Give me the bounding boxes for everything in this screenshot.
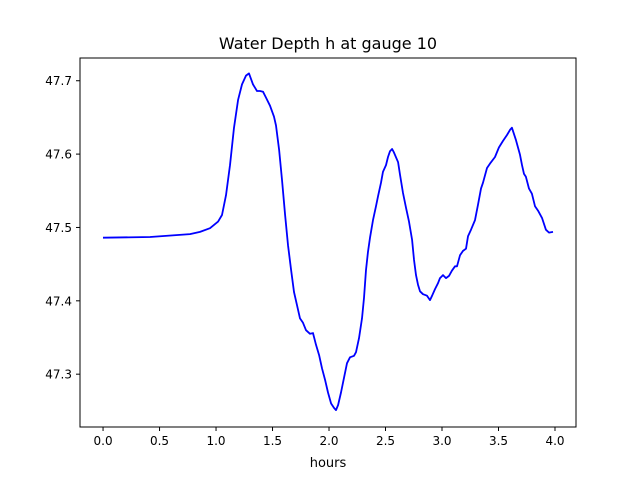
x-tick-label: 1.0 (206, 434, 225, 448)
y-tick-label: 47.3 (45, 368, 72, 382)
x-tick-label: 1.5 (263, 434, 282, 448)
y-tick-label: 47.6 (45, 148, 72, 162)
series-line-h (102, 72, 554, 411)
x-tick-label: 0.5 (150, 434, 169, 448)
x-axis-label: hours (310, 456, 347, 471)
y-tick-label: 47.4 (45, 294, 72, 308)
x-tick-label: 2.0 (319, 434, 338, 448)
x-tick-label: 4.0 (545, 434, 564, 448)
axes-frame (79, 57, 577, 428)
x-tick-label: 2.5 (376, 434, 395, 448)
y-tick-label: 47.7 (45, 74, 72, 88)
x-tick-label: 3.5 (489, 434, 508, 448)
y-tick-label: 47.5 (45, 221, 72, 235)
y-axis: 47.3 47.4 47.5 47.6 47.7 (45, 74, 80, 382)
plot-area (102, 72, 554, 411)
x-tick-label: 3.0 (432, 434, 451, 448)
x-tick-label: 0.0 (94, 434, 113, 448)
x-axis: 0.0 0.5 1.0 1.5 2.0 2.5 3.0 3.5 4.0 (94, 427, 565, 448)
chart-title: Water Depth h at gauge 10 (219, 34, 437, 53)
